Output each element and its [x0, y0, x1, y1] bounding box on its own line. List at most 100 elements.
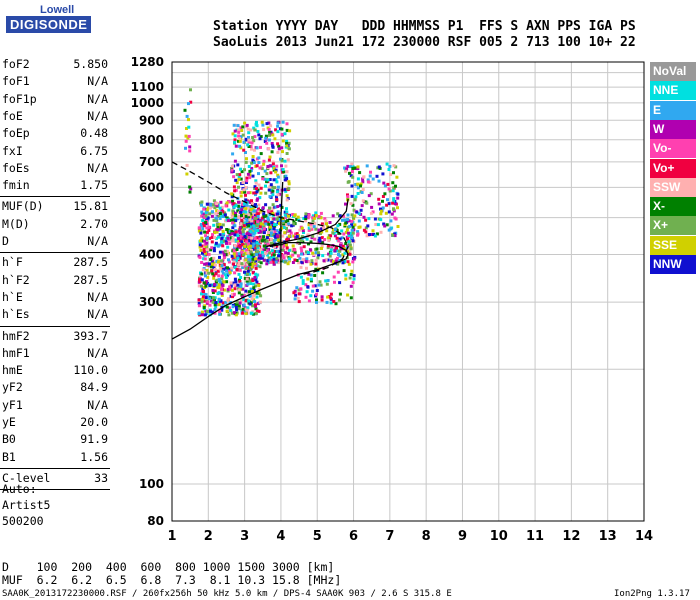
echo-point — [225, 280, 229, 284]
echo-point — [221, 210, 225, 214]
echo-point — [312, 216, 316, 220]
echo-point — [269, 164, 273, 168]
echo-point — [202, 212, 206, 216]
echo-point — [294, 293, 298, 297]
echo-point — [217, 297, 221, 301]
echo-point — [318, 239, 322, 243]
echo-point — [246, 260, 250, 264]
autoscale-label: Auto: — [2, 482, 37, 496]
echo-point — [258, 218, 262, 222]
echo-point — [211, 233, 214, 237]
echo-point — [283, 159, 287, 163]
echo-point — [203, 262, 207, 266]
echo-point — [379, 218, 383, 222]
echo-point — [324, 219, 328, 223]
echo-point — [342, 214, 346, 218]
echo-point — [305, 266, 308, 270]
echo-point — [371, 229, 375, 233]
echo-point — [234, 219, 238, 223]
echo-point — [252, 191, 256, 195]
echo-point — [271, 145, 275, 149]
echo-point — [204, 220, 208, 224]
echo-point — [258, 252, 262, 255]
echo-point — [346, 293, 350, 297]
echo-point — [208, 297, 212, 301]
echo-point — [268, 251, 272, 255]
legend-item: SSE — [650, 235, 696, 255]
echo-point — [348, 250, 352, 254]
echo-point — [243, 270, 246, 274]
echo-point — [306, 233, 310, 237]
echo-point — [291, 253, 295, 257]
echo-point — [274, 222, 278, 226]
echo-point — [250, 311, 254, 315]
echo-point — [250, 243, 254, 247]
echo-point — [244, 186, 248, 189]
echo-point — [235, 308, 239, 312]
echo-point — [326, 244, 330, 248]
echo-point — [276, 193, 280, 197]
echo-point — [305, 250, 309, 254]
echo-point — [252, 126, 256, 130]
echo-point — [350, 236, 353, 240]
echo-point — [260, 239, 264, 243]
echo-point — [200, 292, 203, 296]
echo-point — [297, 300, 301, 304]
echo-point — [214, 212, 218, 215]
echo-point — [370, 205, 374, 209]
echo-point — [201, 295, 205, 299]
echo-point — [332, 260, 336, 264]
echo-point — [352, 274, 356, 278]
echo-point — [320, 246, 323, 250]
echo-point — [221, 244, 225, 248]
echo-point — [273, 186, 277, 190]
logo-digisonde: DIGISONDE — [6, 16, 92, 33]
echo-point — [231, 199, 235, 203]
echo-point — [231, 132, 235, 136]
echo-point — [233, 134, 237, 138]
echo-point — [267, 222, 271, 226]
param-value: 15.81 — [73, 199, 108, 214]
echo-point — [238, 285, 242, 289]
echo-point — [356, 230, 360, 234]
echo-point — [281, 234, 285, 238]
echo-point — [247, 165, 251, 168]
echo-point — [341, 244, 345, 248]
echo-point — [294, 232, 297, 236]
echo-point — [233, 271, 237, 275]
echo-point — [231, 221, 234, 225]
echo-point — [241, 181, 245, 184]
echo-point — [301, 258, 305, 262]
echo-point — [185, 163, 189, 167]
echo-point — [237, 291, 241, 295]
echo-point — [356, 177, 360, 181]
echo-point — [200, 244, 204, 248]
echo-point — [265, 122, 269, 126]
echo-point — [226, 253, 230, 257]
echo-point — [369, 192, 373, 196]
echo-point — [208, 303, 212, 307]
echo-point — [206, 208, 210, 212]
param-name: C-level — [2, 470, 51, 485]
echo-point — [356, 233, 359, 237]
echo-point — [284, 164, 288, 168]
echo-point — [338, 298, 341, 302]
echo-point — [217, 283, 221, 287]
echo-point — [248, 272, 251, 276]
echo-point — [239, 167, 243, 171]
echo-point — [240, 293, 244, 297]
echo-point — [366, 178, 370, 182]
echo-point — [251, 257, 255, 261]
echo-point — [275, 198, 279, 202]
echo-point — [393, 232, 396, 236]
echo-point — [237, 304, 241, 308]
echo-point — [265, 239, 269, 243]
param-value: 287.5 — [73, 272, 108, 287]
echo-point — [365, 201, 369, 205]
echo-point — [270, 142, 274, 145]
echo-point — [203, 313, 207, 317]
echo-point — [237, 185, 240, 189]
echo-point — [238, 139, 242, 143]
echo-point — [212, 249, 216, 253]
echo-point — [264, 184, 267, 188]
